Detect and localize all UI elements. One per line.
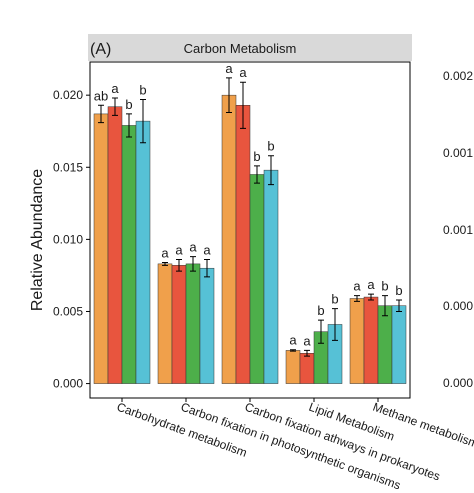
bar (299, 353, 315, 384)
significance-letter: a (367, 277, 375, 292)
error-bar (332, 308, 338, 341)
bar (171, 265, 187, 384)
y-tick-label: 0.000 (443, 299, 473, 313)
bar (135, 120, 151, 384)
y-tick-label: 0.015 (53, 160, 83, 174)
error-bar (268, 155, 274, 186)
y-tick-label: 0.001 (443, 223, 473, 237)
error-bar (162, 261, 168, 266)
error-bar (304, 349, 310, 357)
bar (285, 350, 301, 384)
significance-letter: b (381, 279, 388, 294)
error-bar (354, 295, 360, 302)
bar (107, 106, 123, 384)
error-bar (176, 259, 182, 272)
significance-letter: a (161, 245, 169, 260)
bar (185, 263, 201, 384)
chart-title: Carbon Metabolism (184, 41, 297, 56)
error-bar (396, 299, 402, 312)
bar (221, 94, 237, 384)
error-bar (98, 104, 104, 124)
significance-letter: ab (94, 88, 108, 103)
error-bar (240, 81, 246, 129)
significance-letter: b (139, 82, 146, 97)
error-bar (112, 97, 118, 116)
error-bar (126, 113, 132, 138)
significance-letter: a (303, 333, 311, 348)
bar (157, 263, 173, 384)
y-tick-label: 0.000 (443, 376, 473, 390)
significance-letter: b (331, 292, 338, 307)
y-tick-label: 0.005 (53, 304, 83, 318)
error-bar (226, 77, 232, 113)
significance-letter: b (267, 139, 274, 154)
y-tick-label: 0.020 (53, 88, 83, 102)
significance-letter: a (289, 333, 297, 348)
significance-letter: b (125, 97, 132, 112)
error-bar (318, 319, 324, 344)
significance-letter: a (203, 243, 211, 258)
bar (363, 296, 379, 384)
y-tick-label: 0.010 (53, 232, 83, 246)
error-bar (204, 259, 210, 278)
y-tick-label: 0.001 (443, 146, 473, 160)
error-bar (254, 165, 260, 184)
significance-letter: a (175, 243, 183, 258)
error-bar (382, 295, 388, 317)
bar (199, 267, 215, 384)
y-tick-label: 0.002 (443, 69, 473, 83)
bar (249, 174, 265, 384)
error-bar (140, 98, 146, 144)
error-bar (190, 256, 196, 272)
bar (391, 305, 407, 384)
significance-letter: a (353, 279, 361, 294)
x-tick-label: Methane metabolism (371, 400, 474, 451)
bar (235, 105, 251, 384)
panel-label: (A) (90, 41, 111, 58)
bar (377, 305, 393, 384)
bar (263, 169, 279, 384)
significance-letter: b (317, 303, 324, 318)
significance-letter: a (111, 81, 119, 96)
bar (349, 298, 365, 384)
error-bar (368, 293, 374, 301)
bar (93, 113, 109, 384)
significance-letter: b (395, 283, 402, 298)
y-axis-label: Relative Abundance (29, 169, 46, 311)
bar (121, 125, 137, 384)
significance-letter: a (225, 61, 233, 76)
strip (88, 34, 412, 61)
y-tick-label: 0.000 (53, 377, 83, 391)
significance-letter: a (239, 65, 247, 80)
significance-letter: a (189, 240, 197, 255)
error-bar (290, 349, 296, 352)
significance-letter: b (253, 149, 260, 164)
